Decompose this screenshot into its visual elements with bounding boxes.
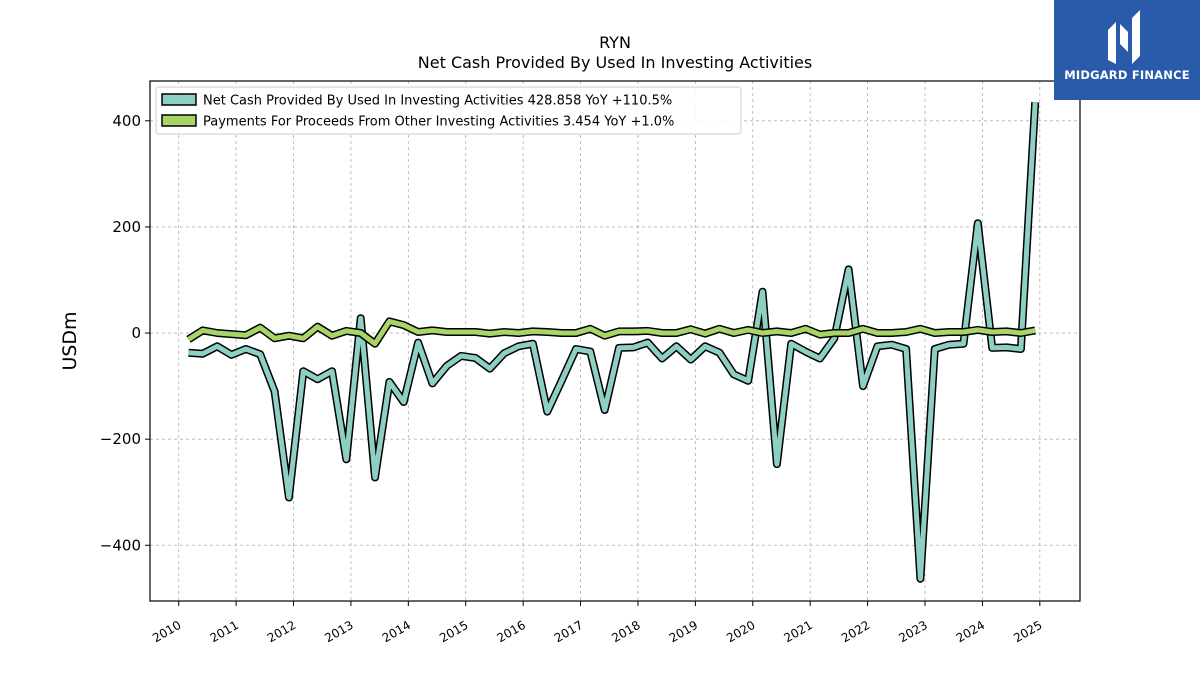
y-axis-label: USDm	[59, 311, 81, 370]
x-tick-label: 2013	[322, 618, 355, 645]
legend-label-net-cash: Net Cash Provided By Used In Investing A…	[203, 94, 672, 109]
x-tick-label: 2016	[495, 618, 528, 645]
y-tick-label: 0	[131, 324, 141, 342]
x-tick-label: 2011	[207, 618, 240, 645]
legend-label-other-investing: Payments For Proceeds From Other Investi…	[203, 115, 674, 130]
x-tick-label: 2012	[265, 618, 298, 645]
x-tick-label: 2022	[839, 618, 872, 645]
y-axis: −400 −200 0 200 400	[100, 112, 150, 554]
x-tick-label: 2021	[782, 618, 815, 645]
x-tick-label: 2018	[609, 618, 642, 645]
legend-box	[155, 86, 742, 135]
x-tick-label: 2019	[667, 618, 700, 645]
brand-logo: MIDGARD FINANCE	[1054, 0, 1200, 100]
plot-area-frame	[149, 80, 1081, 602]
grid	[150, 81, 1080, 601]
chart-title: RYN	[599, 33, 631, 52]
x-tick-label: 2014	[380, 618, 413, 645]
x-tick-label: 2025	[1011, 618, 1044, 645]
legend-swatch-other-investing	[161, 114, 197, 127]
chart-subtitle: Net Cash Provided By Used In Investing A…	[418, 53, 812, 72]
x-tick-label: 2023	[896, 618, 929, 645]
x-tick-label: 2010	[150, 618, 183, 645]
legend-swatch-net-cash	[161, 93, 197, 106]
series-line-net-cash	[188, 102, 1038, 582]
y-tick-label: −400	[100, 536, 141, 554]
y-tick-label: −200	[100, 430, 141, 448]
brand-logo-text: MIDGARD FINANCE	[1064, 68, 1190, 82]
legend: Net Cash Provided By Used In Investing A…	[155, 86, 742, 135]
x-tick-label: 2015	[437, 618, 470, 645]
y-tick-label: 400	[112, 112, 141, 130]
midgard-logo-icon	[1108, 10, 1140, 64]
x-tick-label: 2020	[724, 618, 757, 645]
series-outline-net-cash	[188, 101, 1040, 583]
series-lines	[186, 101, 1040, 583]
series-line-other-investing	[187, 318, 1036, 347]
x-axis: 2010 2011 2012 2013 2014 2015 2016 2017 2018 2019…	[150, 601, 1045, 645]
x-tick-label: 2024	[954, 618, 987, 645]
y-tick-label: 200	[112, 218, 141, 236]
x-tick-label: 2017	[552, 618, 585, 645]
